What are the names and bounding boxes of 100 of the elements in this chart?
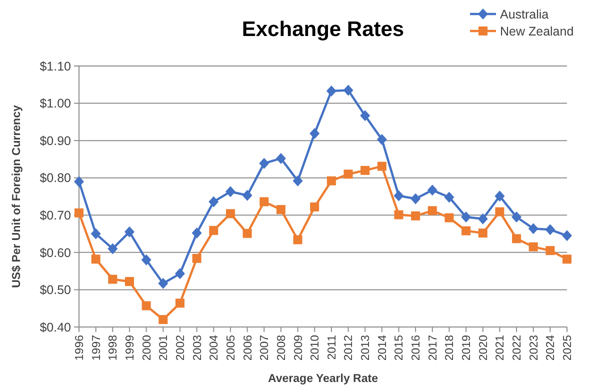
point bbox=[124, 226, 134, 238]
point bbox=[310, 128, 320, 139]
x-tick-label: 2022 bbox=[512, 335, 524, 361]
point bbox=[562, 230, 572, 242]
point bbox=[142, 301, 151, 310]
point bbox=[376, 134, 387, 145]
point bbox=[478, 213, 488, 224]
x-tick-label: 2002 bbox=[174, 335, 187, 361]
x-tick-label: 2017 bbox=[427, 335, 440, 361]
x-tick-label: 2010 bbox=[310, 335, 322, 361]
y-tick-label: $0.50 bbox=[40, 283, 72, 298]
y-tick-label: $0.90 bbox=[40, 134, 72, 148]
point bbox=[494, 190, 505, 202]
x-tick-label: 2021 bbox=[494, 335, 507, 361]
point bbox=[276, 205, 286, 214]
point bbox=[208, 196, 219, 208]
point bbox=[562, 254, 572, 264]
chart-title: Exchange Rates bbox=[242, 18, 404, 41]
x-axis-title: Average Yearly Rate bbox=[268, 373, 378, 385]
point bbox=[344, 170, 353, 179]
y-tick-label: $0.60 bbox=[40, 246, 72, 260]
x-tick-label: 2015 bbox=[394, 335, 406, 361]
point bbox=[292, 175, 303, 186]
legend-label: New Zealand bbox=[500, 24, 574, 38]
x-tick-label: 1998 bbox=[108, 335, 120, 361]
x-tick-label: 2013 bbox=[360, 335, 372, 361]
point bbox=[90, 228, 101, 240]
x-tick-label: 1999 bbox=[124, 335, 136, 361]
x-tick-label: 2016 bbox=[410, 335, 423, 361]
x-tick-label: 2004 bbox=[208, 334, 221, 361]
point bbox=[108, 243, 118, 254]
point bbox=[512, 234, 522, 244]
y-axis-title: US$ Per Unit of Foreign Currency bbox=[11, 104, 23, 288]
point bbox=[343, 84, 354, 96]
x-tick-label: 1996 bbox=[74, 335, 86, 361]
point bbox=[410, 193, 421, 204]
point bbox=[158, 315, 168, 324]
x-tick-label: 2001 bbox=[158, 335, 170, 361]
point bbox=[293, 235, 302, 244]
point bbox=[360, 110, 370, 122]
point bbox=[528, 242, 538, 252]
point bbox=[260, 197, 269, 206]
x-tick-label: 2019 bbox=[461, 335, 474, 361]
point bbox=[192, 228, 202, 239]
point bbox=[546, 246, 555, 256]
point bbox=[326, 85, 336, 96]
x-tick-label: 2005 bbox=[225, 335, 238, 361]
point bbox=[192, 254, 202, 263]
x-tick-label: 2023 bbox=[528, 335, 540, 361]
point bbox=[141, 254, 152, 266]
y-tick-label: $0.80 bbox=[40, 171, 72, 186]
y-tick-label: $1.00 bbox=[40, 96, 72, 111]
point bbox=[242, 190, 252, 201]
point bbox=[462, 226, 471, 236]
point bbox=[411, 211, 420, 220]
point bbox=[276, 152, 286, 164]
x-tick-label: 2007 bbox=[259, 335, 272, 361]
x-tick-label: 2000 bbox=[141, 335, 154, 361]
point bbox=[461, 212, 472, 223]
point bbox=[91, 254, 100, 264]
point bbox=[124, 277, 134, 286]
point bbox=[326, 176, 336, 186]
point bbox=[528, 223, 538, 234]
point bbox=[377, 162, 386, 171]
point bbox=[209, 226, 218, 235]
point bbox=[495, 207, 504, 216]
point bbox=[428, 206, 437, 216]
point bbox=[108, 274, 118, 284]
y-tick-label: $0.70 bbox=[40, 208, 72, 223]
legend-label: Australia bbox=[500, 7, 549, 22]
point bbox=[74, 176, 84, 188]
point bbox=[225, 186, 236, 198]
x-tick-label: 2025 bbox=[562, 335, 574, 361]
x-tick-label: 2020 bbox=[478, 335, 490, 361]
x-tick-label: 1997 bbox=[90, 335, 103, 361]
point bbox=[512, 212, 522, 223]
point bbox=[158, 278, 168, 289]
x-tick-label: 2024 bbox=[545, 334, 558, 361]
point bbox=[174, 268, 185, 280]
point bbox=[175, 298, 184, 308]
y-tick-label: $1.10 bbox=[40, 59, 72, 74]
point bbox=[444, 213, 454, 222]
point bbox=[310, 202, 320, 212]
x-tick-label: 2006 bbox=[242, 335, 254, 361]
x-tick-label: 2008 bbox=[276, 335, 288, 361]
point bbox=[360, 166, 370, 175]
x-tick-label: 2014 bbox=[376, 334, 389, 361]
point bbox=[259, 158, 270, 169]
point bbox=[226, 209, 235, 218]
point bbox=[427, 184, 438, 196]
point bbox=[444, 192, 454, 203]
x-tick-label: 2012 bbox=[343, 335, 356, 361]
x-tick-label: 2003 bbox=[192, 335, 204, 361]
point bbox=[478, 228, 488, 238]
y-tick-label: $0.40 bbox=[40, 320, 72, 334]
point bbox=[242, 228, 252, 238]
x-tick-label: 2018 bbox=[444, 335, 456, 361]
x-tick-label: 2009 bbox=[292, 335, 305, 361]
point bbox=[394, 190, 404, 202]
point bbox=[394, 210, 404, 220]
